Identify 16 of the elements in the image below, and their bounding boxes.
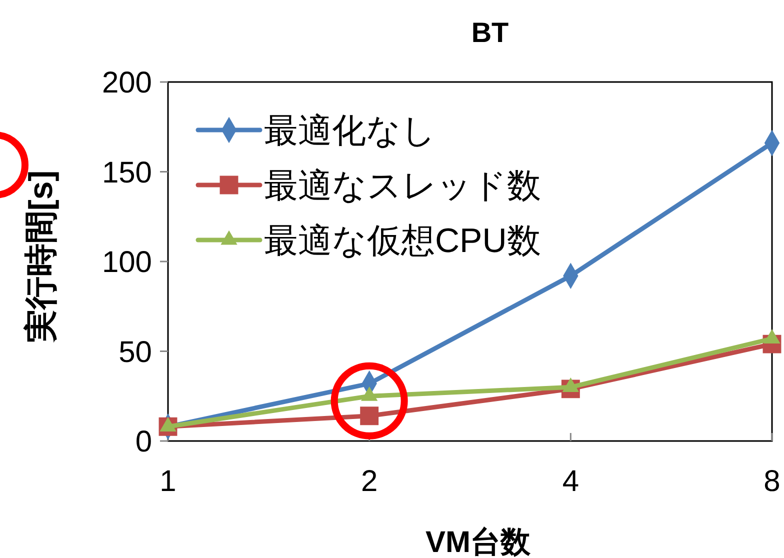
y-axis-title: 実行時間[s] [22,170,59,344]
x-tick-label: 8 [764,465,780,498]
x-tick-label: 2 [360,465,378,498]
legend-label: 最適な仮想CPU数 [264,222,541,260]
x-axis-title: VM台数 [426,526,532,558]
chart-title: BT [471,17,509,48]
y-tick-label: 0 [135,426,152,458]
legend-label: 最適なスレッド数 [264,166,541,205]
point [360,406,379,426]
y-tick-label: 100 [102,246,152,279]
legend-label: 最適化なし [264,112,436,150]
y-tick-label: 150 [102,156,152,190]
y-tick-label: 200 [102,66,152,100]
x-tick-label: 4 [562,465,580,498]
x-tick-label: 1 [160,465,176,498]
y-tick-label: 50 [118,336,152,369]
